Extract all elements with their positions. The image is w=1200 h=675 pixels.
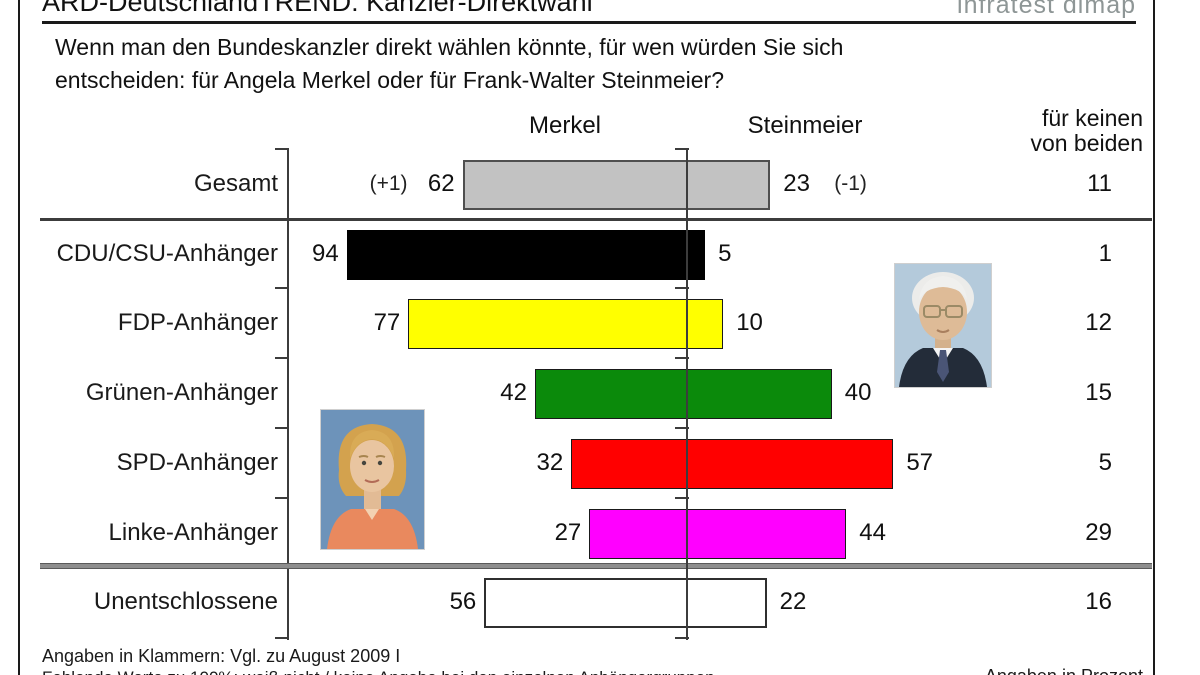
delta-merkel-gesamt: (+1) — [369, 172, 408, 195]
value-steinmeier-gesamt: 23 — [783, 170, 810, 197]
title-underline — [42, 21, 1136, 24]
value-none-spd-anh-nger: 5 — [1098, 448, 1112, 476]
axis-tick — [675, 357, 689, 359]
row-label-spd-anh-nger: SPD-Anhänger — [116, 448, 278, 476]
value-merkel-unentschlossene: 56 — [449, 588, 477, 616]
infratest-dimap-logo: infratest dimap — [957, 0, 1136, 19]
value-steinmeier-gr-nen-anh-nger: 40 — [844, 379, 872, 407]
axis-tick — [675, 148, 689, 150]
row-label-gesamt: Gesamt — [193, 170, 278, 197]
bar-linke-anh-nger — [589, 508, 847, 559]
delta-steinmeier-gesamt: (-1) — [834, 172, 867, 195]
merkel-portrait-illustration — [321, 410, 424, 549]
value-steinmeier-spd-anh-nger: 57 — [906, 448, 934, 476]
bar-spd-anh-nger — [571, 438, 894, 489]
steinmeier-portrait-illustration — [895, 264, 991, 387]
separator-after-gesamt — [40, 218, 1152, 221]
value-none-gesamt: 11 — [1087, 170, 1112, 197]
value-steinmeier-linke-anh-nger: 44 — [859, 518, 886, 546]
column-header-merkel: Merkel — [528, 112, 601, 139]
page-left-border — [18, 0, 20, 675]
steinmeier-photo — [894, 263, 992, 388]
row-label-unentschlossene: Unentschlossene — [93, 588, 278, 616]
page-right-border — [1153, 0, 1155, 675]
value-steinmeier-fdp-anh-nger: 10 — [736, 309, 763, 337]
axis-tick — [275, 637, 289, 639]
value-none-gr-nen-anh-nger: 15 — [1085, 379, 1112, 407]
value-none-cdu-csu-anh-nger: 1 — [1098, 239, 1112, 267]
axis-tick — [275, 148, 289, 150]
bar-cdu-csu-anh-nger — [346, 229, 706, 280]
survey-question-line2: entscheiden: für Angela Merkel oder für … — [55, 67, 725, 93]
axis-tick — [675, 497, 689, 499]
value-merkel-cdu-csu-anh-nger: 94 — [312, 239, 339, 267]
separator-before-unentschlossene — [40, 563, 1152, 569]
survey-question: Wenn man den Bundeskanzler direkt wählen… — [55, 31, 843, 97]
column-header-steinmeier: Steinmeier — [747, 112, 863, 139]
axis-tick — [675, 287, 689, 289]
row-label-linke-anh-nger: Linke-Anhänger — [108, 518, 278, 546]
center-axis-line — [686, 148, 688, 640]
value-steinmeier-unentschlossene: 22 — [779, 588, 807, 616]
row-label-fdp-anh-nger: FDP-Anhänger — [117, 309, 278, 337]
bar-gesamt — [462, 160, 771, 210]
value-none-linke-anh-nger: 29 — [1085, 518, 1112, 546]
bar-fdp-anh-nger — [408, 299, 724, 350]
value-merkel-gr-nen-anh-nger: 42 — [500, 379, 527, 407]
merkel-photo — [320, 409, 425, 550]
value-merkel-fdp-anh-nger: 77 — [373, 309, 401, 337]
axis-tick — [275, 287, 289, 289]
value-merkel-spd-anh-nger: 32 — [536, 448, 564, 476]
column-header-none-line2: von beiden — [1030, 130, 1143, 156]
axis-tick — [275, 497, 289, 499]
value-none-unentschlossene: 16 — [1085, 588, 1112, 616]
value-steinmeier-cdu-csu-anh-nger: 5 — [718, 239, 732, 267]
footnote-missing-values: Fehlende Werte zu 100%: weiß nicht / kei… — [42, 668, 715, 675]
page-title: ARD-DeutschlandTREND: Kanzler-Direktwahl — [42, 0, 593, 17]
footnote-comparison: Angaben in Klammern: Vgl. zu August 2009… — [42, 646, 401, 666]
bar-gr-nen-anh-nger — [534, 369, 832, 420]
row-label-gr-nen-anh-nger: Grünen-Anhänger — [85, 379, 278, 407]
axis-tick — [675, 637, 689, 639]
axis-tick — [675, 427, 689, 429]
bar-unentschlossene — [484, 578, 767, 629]
row-label-cdu-csu-anh-nger: CDU/CSU-Anhänger — [56, 239, 278, 267]
value-merkel-gesamt: 62 — [427, 170, 455, 197]
axis-tick — [275, 357, 289, 359]
column-header-none-line1: für keinen — [1041, 105, 1143, 131]
left-axis-line — [287, 148, 289, 640]
value-none-fdp-anh-nger: 12 — [1085, 309, 1112, 337]
column-header-none: für keinen von beiden — [943, 106, 1143, 156]
survey-question-line1: Wenn man den Bundeskanzler direkt wählen… — [55, 34, 844, 60]
footnote-percent: Angaben in Prozent — [843, 666, 1143, 675]
value-merkel-linke-anh-nger: 27 — [554, 518, 582, 546]
axis-tick — [275, 427, 289, 429]
